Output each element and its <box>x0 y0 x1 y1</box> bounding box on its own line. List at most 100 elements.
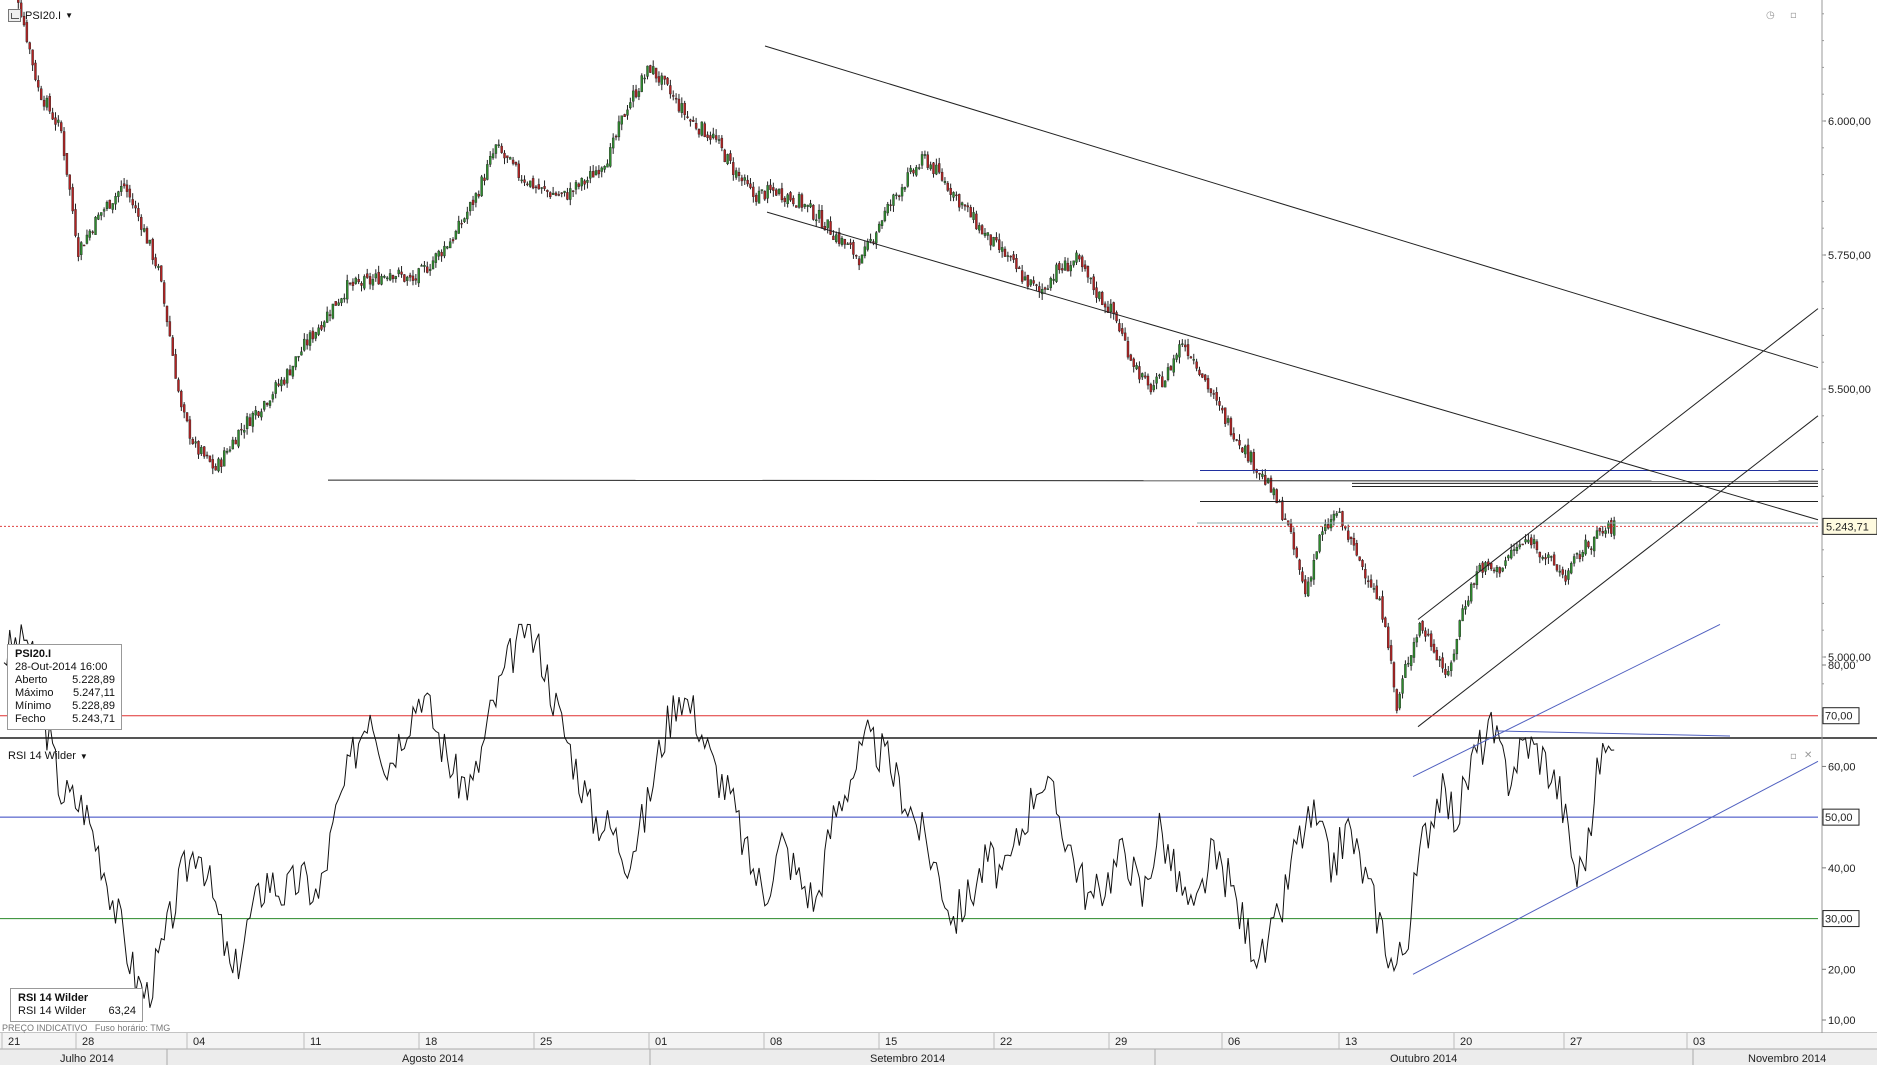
candle-body <box>946 182 949 191</box>
chart-type-icon[interactable] <box>8 9 21 22</box>
price-candle <box>1023 271 1027 281</box>
candle-body <box>849 242 852 245</box>
price-candle <box>182 402 186 419</box>
candle-body <box>540 187 543 189</box>
price-candle <box>1564 569 1567 586</box>
candle-body <box>606 163 609 168</box>
candle-body <box>686 116 689 118</box>
candle-body <box>303 338 306 351</box>
rsi-line <box>3 623 1615 1008</box>
price-candle <box>632 84 635 108</box>
candle-body <box>926 154 929 168</box>
candle-body <box>1455 639 1459 655</box>
candle-body <box>1567 570 1570 580</box>
price-candle <box>331 303 335 320</box>
price-candle <box>1304 575 1307 598</box>
candle-body <box>1555 564 1559 571</box>
candle-body <box>448 241 452 249</box>
candle-body <box>629 102 632 109</box>
price-candle <box>171 335 174 356</box>
candle-body <box>1507 555 1510 559</box>
candle-body <box>1141 373 1144 378</box>
candle-body <box>1040 289 1044 295</box>
dropdown-arrow-icon[interactable]: ▼ <box>79 751 88 761</box>
price-candle <box>437 249 440 261</box>
candle-body <box>357 279 360 283</box>
candle-body <box>1218 401 1221 406</box>
price-candle <box>989 234 992 251</box>
candle-body <box>634 89 638 98</box>
info-row-close: Fecho 5.243,71 <box>15 713 115 726</box>
candle-body <box>291 365 295 377</box>
candle-body <box>1089 277 1093 280</box>
candle-body <box>674 97 678 100</box>
maximize-icon[interactable]: ▫ <box>1790 751 1797 762</box>
day-tick-label: 21 <box>8 1036 20 1048</box>
candle-body <box>1161 376 1164 388</box>
price-candle <box>574 179 578 195</box>
candle-body <box>1178 344 1181 358</box>
price-candle <box>1595 526 1599 539</box>
candle-body <box>1441 657 1444 669</box>
price-candle <box>408 272 412 282</box>
price-candle <box>1418 621 1421 638</box>
price-panel-title: PSI20.I <box>25 9 62 22</box>
candle-body <box>1086 266 1090 278</box>
price-candle <box>1429 630 1433 651</box>
price-candle <box>134 200 137 214</box>
price-candle <box>237 429 240 449</box>
price-candle <box>360 281 363 292</box>
price-candle <box>197 440 200 459</box>
clock-icon[interactable]: ◷ <box>1766 10 1775 21</box>
candle-body <box>1475 571 1479 586</box>
candle-body <box>846 243 849 245</box>
price-candle <box>391 274 395 283</box>
candle-body <box>45 97 49 108</box>
rsi-panel[interactable] <box>0 623 1819 1008</box>
price-candle <box>288 364 292 376</box>
candle-body <box>546 189 549 192</box>
day-tick-label: 11 <box>310 1036 321 1048</box>
dropdown-arrow-icon[interactable]: ▼ <box>65 11 73 20</box>
rsi-level-tag-box <box>1822 808 1860 826</box>
price-candle <box>274 380 277 399</box>
candle-body <box>531 178 535 189</box>
candle-body <box>348 282 352 285</box>
rsi-panel-header[interactable]: RSI 14 Wilder ▼ <box>8 750 88 762</box>
price-candle <box>1049 276 1052 291</box>
candle-body <box>772 187 775 191</box>
price-candle <box>411 270 415 286</box>
close-icon[interactable]: ✕ <box>1804 750 1813 761</box>
candle-body <box>1221 407 1224 411</box>
candle-body <box>1038 286 1041 292</box>
price-candle <box>1544 553 1547 566</box>
rsi-info-title: RSI 14 Wilder <box>18 992 89 1004</box>
candle-body <box>263 401 266 410</box>
price-candle <box>800 192 804 212</box>
candle-body <box>1458 620 1461 637</box>
price-panel[interactable] <box>0 0 1819 728</box>
candle-body <box>446 246 449 249</box>
price-candle <box>423 260 426 273</box>
price-candle <box>920 151 924 170</box>
candle-body <box>932 162 935 175</box>
price-candle <box>451 237 455 244</box>
price-candle <box>48 93 51 115</box>
price-candle <box>317 324 320 337</box>
candle-body <box>265 403 269 405</box>
candle-body <box>391 275 395 280</box>
price-candle <box>457 215 460 234</box>
price-candle <box>652 60 655 75</box>
price-candle <box>1515 541 1519 554</box>
price-panel-header[interactable]: PSI20.I ▼ <box>8 9 73 22</box>
candle-body <box>85 234 89 244</box>
maximize-icon[interactable]: ▫ <box>1790 10 1797 21</box>
price-candle <box>380 273 383 286</box>
candle-body <box>603 166 606 170</box>
price-candle <box>131 193 134 209</box>
price-candle <box>1541 555 1544 561</box>
candle-body <box>1006 255 1010 257</box>
last-price-label: 5.243,71 <box>1826 521 1869 533</box>
price-candle <box>826 219 829 234</box>
price-candle <box>1029 279 1032 288</box>
